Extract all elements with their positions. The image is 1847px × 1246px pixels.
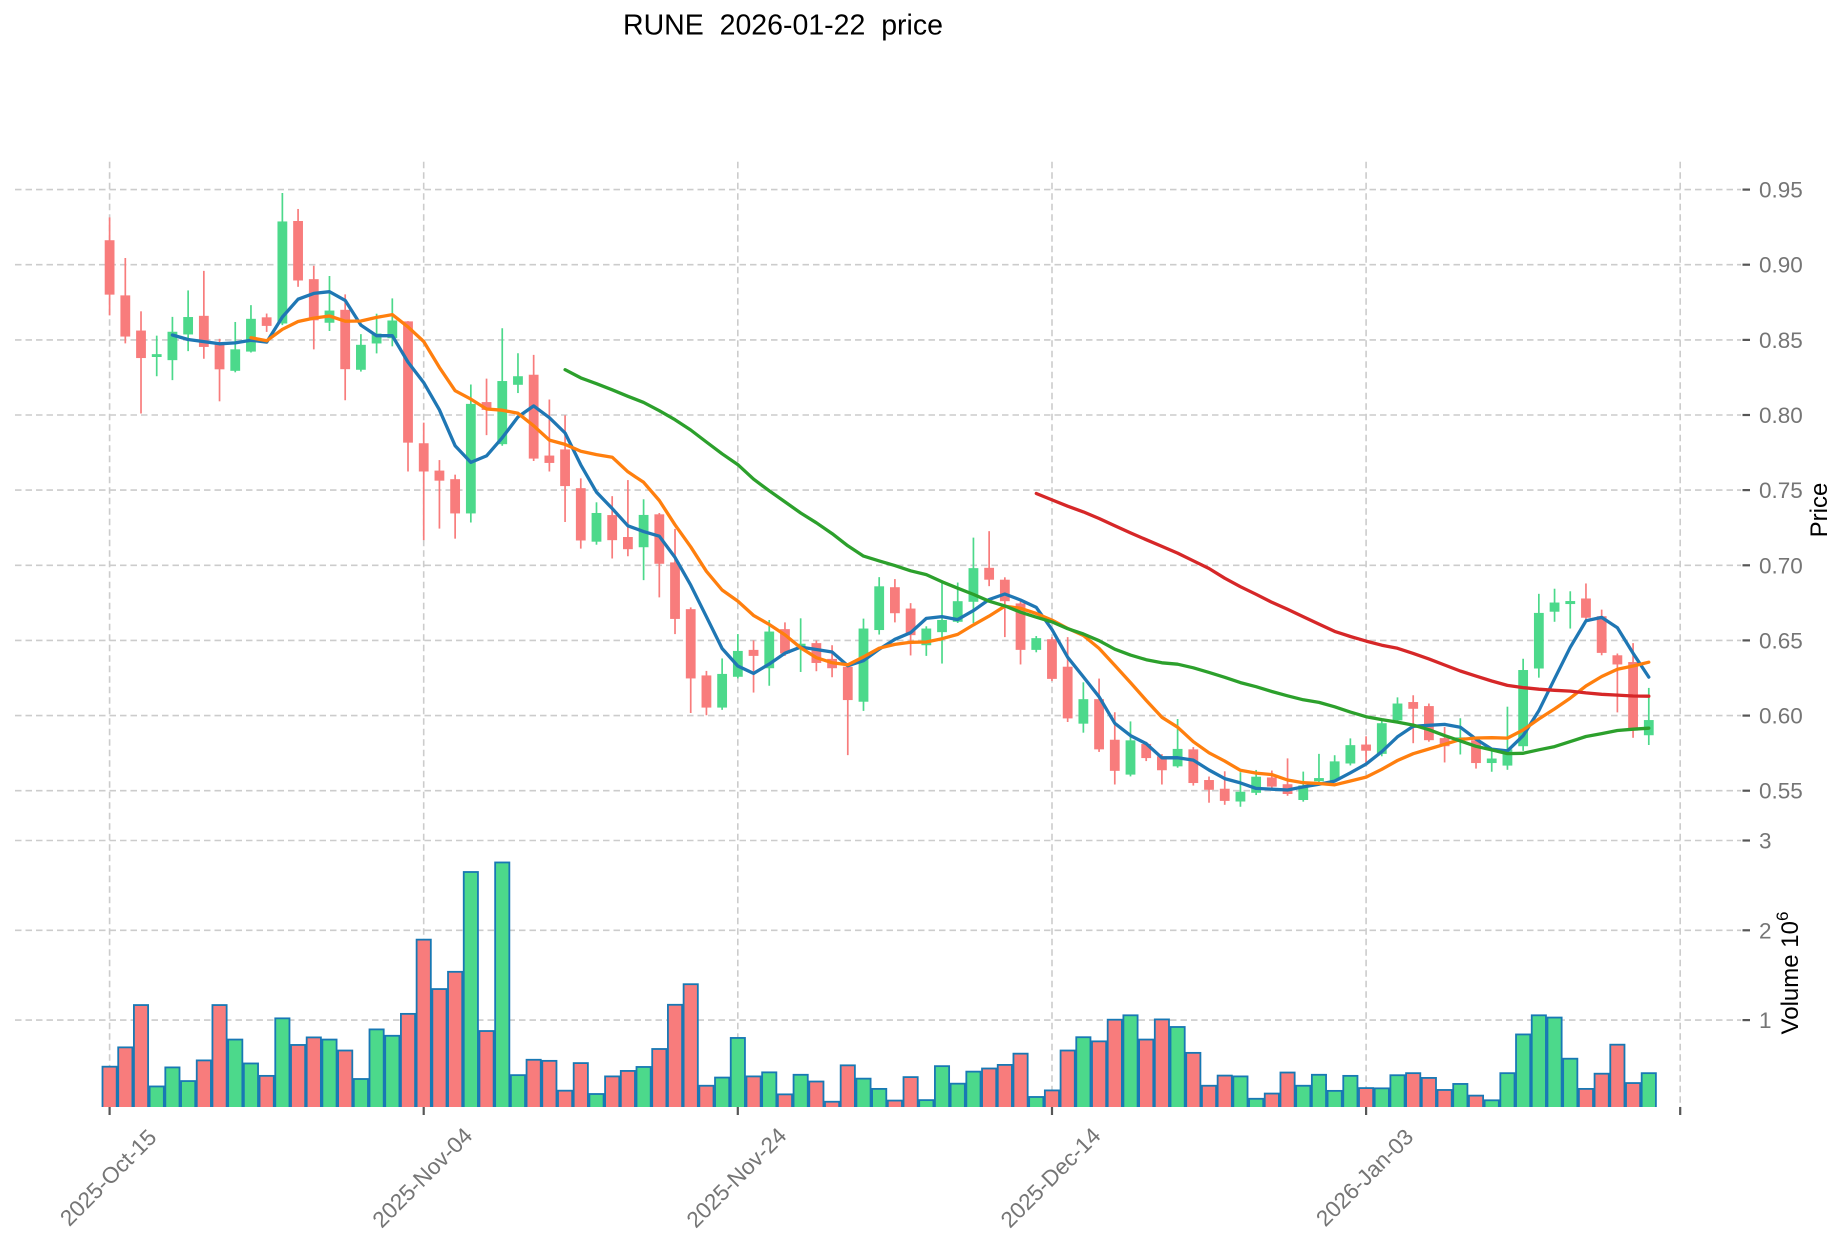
svg-text:0.75: 0.75 (1759, 478, 1803, 503)
svg-text:2: 2 (1759, 918, 1772, 943)
svg-text:RUNE 2026-01-22 price: RUNE 2026-01-22 price (623, 10, 943, 42)
svg-text:Price: Price (1806, 483, 1833, 538)
svg-text:0.70: 0.70 (1759, 553, 1803, 578)
svg-text:Volume 106: Volume 106 (1773, 912, 1804, 1035)
svg-text:0.90: 0.90 (1759, 253, 1803, 278)
svg-text:0.85: 0.85 (1759, 328, 1803, 353)
svg-text:0.60: 0.60 (1759, 704, 1803, 729)
svg-text:1: 1 (1759, 1008, 1772, 1033)
svg-text:3: 3 (1759, 829, 1772, 854)
svg-text:0.80: 0.80 (1759, 403, 1803, 428)
svg-text:0.65: 0.65 (1759, 628, 1803, 653)
svg-text:0.95: 0.95 (1759, 178, 1803, 203)
svg-text:0.55: 0.55 (1759, 779, 1803, 804)
